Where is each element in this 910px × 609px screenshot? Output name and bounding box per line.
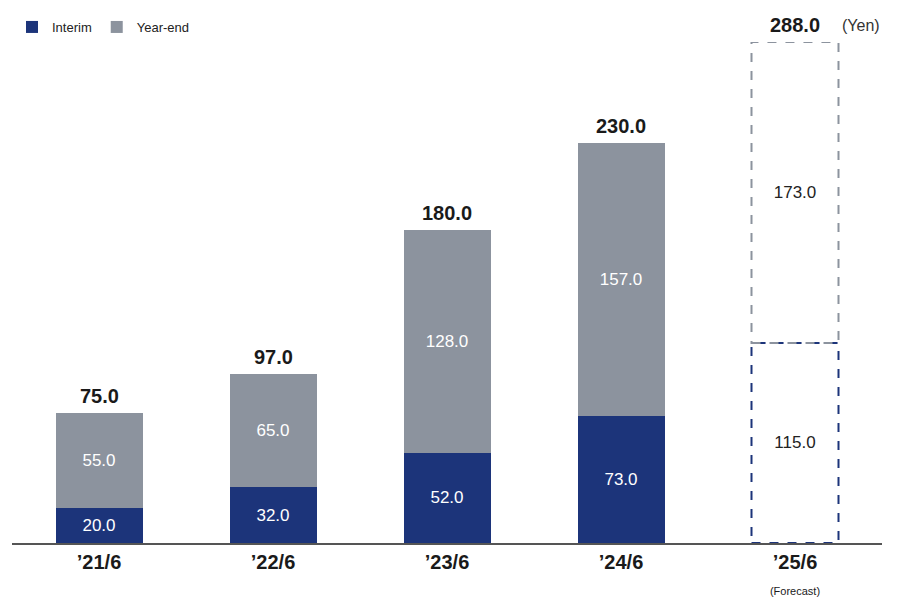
- svg-text:(Yen): (Yen): [842, 17, 880, 34]
- svg-text:’21/6: ’21/6: [77, 551, 121, 573]
- svg-text:288.0: 288.0: [770, 14, 820, 36]
- svg-text:230.0: 230.0: [596, 115, 646, 137]
- svg-text:Interim: Interim: [52, 20, 92, 35]
- svg-text:115.0: 115.0: [774, 433, 815, 452]
- svg-text:’22/6: ’22/6: [251, 551, 295, 573]
- svg-text:180.0: 180.0: [422, 202, 472, 224]
- svg-text:Year-end: Year-end: [137, 20, 189, 35]
- svg-text:52.0: 52.0: [430, 488, 463, 507]
- svg-text:32.0: 32.0: [256, 506, 289, 525]
- svg-text:20.0: 20.0: [82, 516, 115, 535]
- svg-text:157.0: 157.0: [600, 270, 643, 289]
- svg-text:’25/6(Forecast): ’25/6(Forecast): [770, 551, 820, 597]
- svg-text:173.0: 173.0: [774, 183, 817, 202]
- svg-text:73.0: 73.0: [604, 470, 637, 489]
- svg-text:75.0: 75.0: [80, 385, 119, 407]
- svg-text:55.0: 55.0: [82, 451, 115, 470]
- svg-text:65.0: 65.0: [256, 421, 289, 440]
- svg-text:’23/6: ’23/6: [425, 551, 469, 573]
- svg-text:128.0: 128.0: [426, 332, 469, 351]
- svg-text:’24/6: ’24/6: [599, 551, 643, 573]
- svg-text:97.0: 97.0: [254, 346, 293, 368]
